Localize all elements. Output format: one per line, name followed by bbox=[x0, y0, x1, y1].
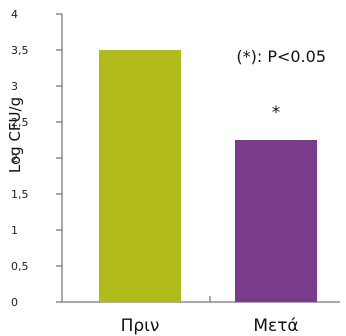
bar-2 bbox=[235, 140, 317, 302]
significance-annotation: (*): P<0.05 bbox=[236, 47, 326, 66]
category-label-2: Μετά bbox=[253, 316, 298, 336]
category-labels: Πριν Μετά bbox=[121, 316, 299, 336]
y-axis-ticks: 0 0,5 1 1,5 2 2,5 3 3,5 4 bbox=[11, 8, 62, 309]
y-tick-label: 2 bbox=[11, 152, 18, 165]
bar-1 bbox=[99, 50, 181, 302]
y-tick-label: 3 bbox=[11, 80, 18, 93]
y-tick-label: 4 bbox=[11, 8, 18, 21]
bars bbox=[99, 50, 317, 302]
y-tick-label: 3,5 bbox=[11, 44, 29, 57]
significance-marker: * bbox=[272, 103, 281, 123]
y-tick-label: 1 bbox=[11, 224, 18, 237]
y-tick-label: 0 bbox=[11, 296, 18, 309]
y-tick-label: 2,5 bbox=[11, 116, 29, 129]
y-axis-label: Log CFU/g bbox=[6, 97, 24, 173]
y-tick-label: 0,5 bbox=[11, 260, 29, 273]
category-label-1: Πριν bbox=[121, 316, 160, 336]
y-tick-label: 1,5 bbox=[11, 188, 29, 201]
